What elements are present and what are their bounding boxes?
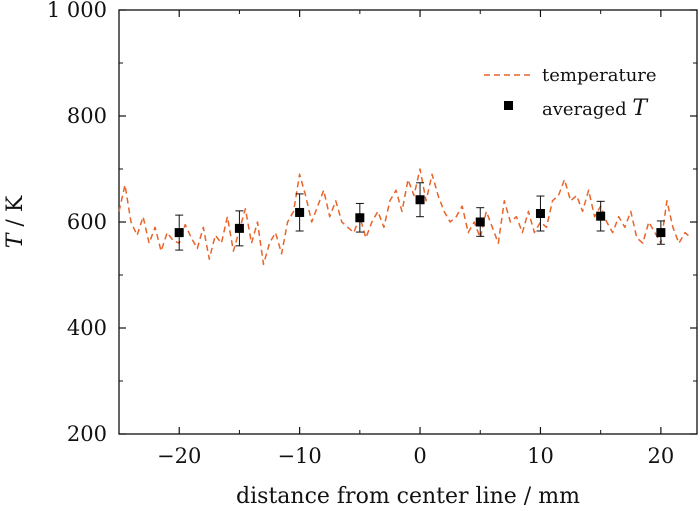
- data-point-averaged-t: [475, 217, 485, 227]
- data-marks: [118, 168, 692, 266]
- data-point-averaged-t: [596, 211, 606, 221]
- axis-ticks: −20 −10 0 10 20 200 400 600 800 1 000: [47, 0, 697, 468]
- y-axis-title-symbol: T: [3, 231, 28, 248]
- x-tick-label: −10: [277, 444, 321, 468]
- y-tick-label: 1 000: [47, 0, 107, 22]
- data-point-averaged-t: [355, 213, 365, 223]
- data-point-averaged-t: [656, 228, 666, 238]
- data-point-averaged-t: [295, 207, 305, 217]
- x-tick-label: −20: [157, 444, 201, 468]
- legend-label-averaged-t: averaged T: [542, 96, 649, 121]
- x-tick-label: 10: [527, 444, 554, 468]
- x-axis-title: distance from center line / mm: [236, 484, 580, 509]
- y-axis-title: T / K: [3, 195, 28, 248]
- x-tick-label: 0: [413, 444, 426, 468]
- data-point-averaged-t: [234, 223, 244, 233]
- legend-label-averaged-prefix: averaged: [542, 99, 632, 120]
- series-line-temperature: [118, 168, 692, 266]
- data-point-averaged-t: [535, 209, 545, 219]
- data-point-averaged-t: [174, 228, 184, 238]
- legend-swatch-averaged-t: [504, 101, 513, 110]
- y-tick-label: 400: [67, 316, 107, 340]
- legend-label-averaged-symbol: T: [632, 96, 649, 121]
- y-tick-label: 800: [67, 104, 107, 128]
- y-tick-label: 200: [67, 422, 107, 446]
- y-axis-title-unit: / K: [3, 195, 28, 233]
- y-tick-label: 600: [67, 210, 107, 234]
- legend-label-temperature: temperature: [542, 65, 657, 86]
- x-tick-label: 20: [648, 444, 675, 468]
- legend: temperature averaged T: [484, 65, 657, 121]
- data-point-averaged-t: [415, 195, 425, 205]
